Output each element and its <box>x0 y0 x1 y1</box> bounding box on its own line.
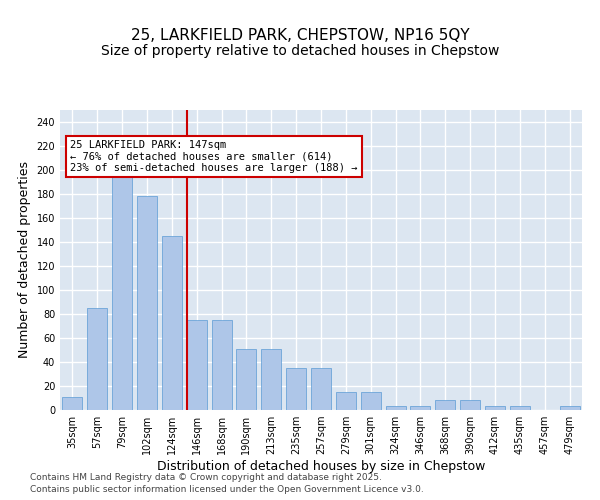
Bar <box>336 392 356 410</box>
Bar <box>286 368 306 410</box>
Bar <box>88 308 107 410</box>
Bar <box>137 196 157 410</box>
Bar <box>62 397 82 410</box>
Text: Size of property relative to detached houses in Chepstow: Size of property relative to detached ho… <box>101 44 499 58</box>
Bar <box>510 406 530 410</box>
Bar <box>187 320 206 410</box>
Bar <box>436 400 455 410</box>
Bar <box>460 400 480 410</box>
Bar <box>386 406 406 410</box>
Y-axis label: Number of detached properties: Number of detached properties <box>18 162 31 358</box>
Bar <box>112 175 132 410</box>
Text: 25 LARKFIELD PARK: 147sqm
← 76% of detached houses are smaller (614)
23% of semi: 25 LARKFIELD PARK: 147sqm ← 76% of detac… <box>70 140 358 173</box>
Bar <box>311 368 331 410</box>
Bar <box>485 406 505 410</box>
Text: Contains public sector information licensed under the Open Government Licence v3: Contains public sector information licen… <box>30 484 424 494</box>
Bar <box>410 406 430 410</box>
Bar <box>212 320 232 410</box>
Text: 25, LARKFIELD PARK, CHEPSTOW, NP16 5QY: 25, LARKFIELD PARK, CHEPSTOW, NP16 5QY <box>131 28 469 44</box>
Bar <box>236 349 256 410</box>
Bar <box>262 349 281 410</box>
X-axis label: Distribution of detached houses by size in Chepstow: Distribution of detached houses by size … <box>157 460 485 473</box>
Bar <box>162 236 182 410</box>
Text: Contains HM Land Registry data © Crown copyright and database right 2025.: Contains HM Land Registry data © Crown c… <box>30 473 382 482</box>
Bar <box>361 392 380 410</box>
Bar <box>560 406 580 410</box>
